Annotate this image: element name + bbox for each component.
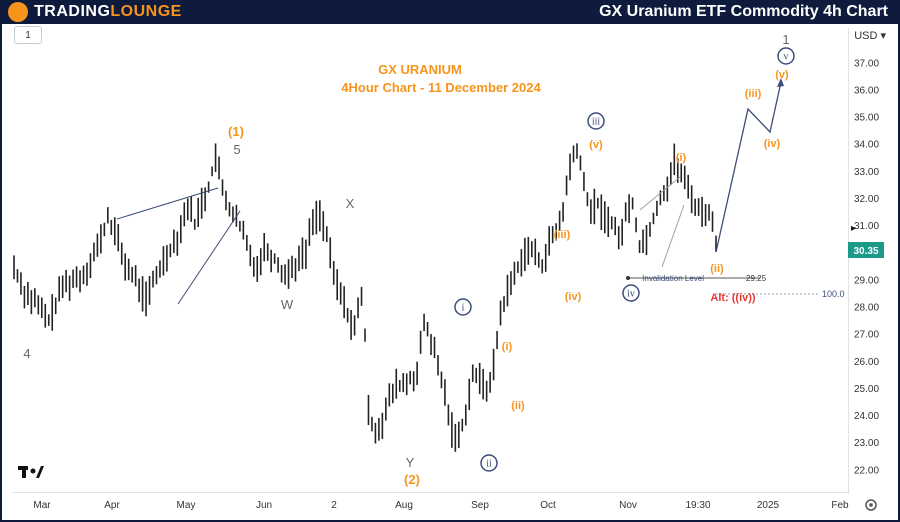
x-tick-label: May [177, 500, 196, 511]
y-tick-label: 31.00 [854, 221, 879, 232]
wave-label: X [346, 196, 355, 211]
upper-wedge-line [116, 187, 219, 220]
wave-label: iii [592, 117, 601, 128]
y-tick-label: 29.00 [854, 275, 879, 286]
lower-wedge-line [177, 210, 241, 305]
x-tick-label: 2 [331, 500, 337, 511]
wave-label-circle [587, 112, 605, 130]
y-tick-label: 32.00 [854, 194, 879, 205]
wave-label: (v) [775, 69, 789, 81]
top-banner: TRADINGLOUNGE GX Uranium ETF Commodity 4… [0, 0, 900, 24]
chart-frame [0, 24, 900, 522]
y-tick-label: 34.00 [854, 140, 879, 151]
wave-label: (i) [676, 152, 687, 164]
wave-overlay [116, 78, 818, 305]
y-tick-label: 33.00 [854, 167, 879, 178]
wave-label: ii [486, 459, 492, 470]
y-tick-label: 35.00 [854, 113, 879, 124]
logo-icon [8, 2, 28, 22]
wave-label: 4 [23, 346, 30, 361]
price-series [13, 143, 717, 452]
wave-label-circle [622, 284, 640, 302]
lower-channel-line [661, 204, 685, 268]
time-axis-divider [12, 492, 848, 493]
page-title: GX Uranium ETF Commodity 4h Chart [599, 3, 888, 20]
y-tick-label: 28.00 [854, 302, 879, 313]
wave-label: i [462, 303, 465, 314]
y-tick-label: 27.00 [854, 330, 879, 341]
price-axis-divider [848, 28, 849, 494]
invalidation-label: Invalidation Level [642, 274, 704, 283]
price-axis-arrow-icon: ▸ [851, 223, 856, 234]
wave-label: Alt: ((iv)) [710, 292, 756, 304]
time-axis: Mar Apr May Jun 2 Aug Sep Oct Nov 19:30 2025 Feb [33, 500, 849, 511]
wave-label: (i) [502, 341, 513, 353]
x-tick-label: Oct [540, 500, 556, 511]
wave-label: (2) [404, 472, 420, 487]
wave-label: (v) [589, 139, 603, 151]
wave-label: iv [627, 289, 635, 300]
wave-label: (iii) [745, 88, 762, 100]
y-tick-label: 23.00 [854, 438, 879, 449]
wave-label: 1 [782, 32, 789, 47]
wave-label-circle [454, 298, 472, 316]
x-tick-label: Mar [33, 500, 51, 511]
y-tick-label: 24.00 [854, 411, 879, 422]
x-tick-label: Feb [831, 500, 849, 511]
wave-label-circle [777, 47, 795, 65]
y-tick-label: 26.00 [854, 357, 879, 368]
wave-label: (iv) [764, 138, 781, 150]
x-tick-label: Sep [471, 500, 489, 511]
y-tick-label: 22.00 [854, 465, 879, 476]
wave-labels: 4W5(1)XY(2)iiiiiiivv1(i)(ii)(iii)(iv)(i)… [23, 32, 795, 487]
x-tick-label: 19:30 [685, 500, 710, 511]
brand-logo: TRADINGLOUNGE [34, 3, 182, 20]
wave-label-circle [480, 454, 498, 472]
wave-label: (iv) [565, 291, 582, 303]
projection-path [715, 81, 782, 253]
wave-label: (ii) [710, 263, 724, 275]
y-tick-label: 37.00 [854, 58, 879, 69]
y-tick-label: 25.00 [854, 384, 879, 395]
x-tick-label: Aug [395, 500, 413, 511]
price-axis: 37.0036.0035.0034.0033.0032.0031.0030.00… [854, 58, 879, 476]
x-tick-label: Nov [619, 500, 637, 511]
wave-label: Y [406, 455, 415, 470]
chart-subtitle: 4Hour Chart - 11 December 2024 [341, 80, 541, 95]
y-tick-label: 36.00 [854, 85, 879, 96]
currency-selector[interactable]: USD ▾ [854, 30, 886, 42]
wave-label: (iii) [554, 229, 571, 241]
invalidation-value: 29.25 [746, 274, 767, 283]
alt-level-value: 100.0 [822, 289, 845, 299]
projection-arrowhead [777, 78, 784, 87]
x-tick-label: 2025 [757, 500, 780, 511]
upper-channel-line [639, 176, 681, 211]
wave-label: 5 [233, 142, 240, 157]
settings-icon[interactable] [865, 499, 877, 511]
wave-label: v [784, 52, 789, 63]
last-price-label: 30.35 [853, 246, 878, 257]
last-price-badge [848, 242, 884, 258]
x-tick-label: Jun [256, 500, 272, 511]
interval-selector[interactable]: 1 [14, 26, 42, 44]
tradingview-icon [18, 466, 44, 478]
wave-label: (1) [228, 124, 244, 139]
invalidation-marker [626, 276, 630, 280]
wave-label: W [281, 297, 294, 312]
x-tick-label: Apr [104, 500, 120, 511]
wave-label: (ii) [511, 400, 525, 412]
chart-title: GX URANIUM [378, 62, 462, 77]
